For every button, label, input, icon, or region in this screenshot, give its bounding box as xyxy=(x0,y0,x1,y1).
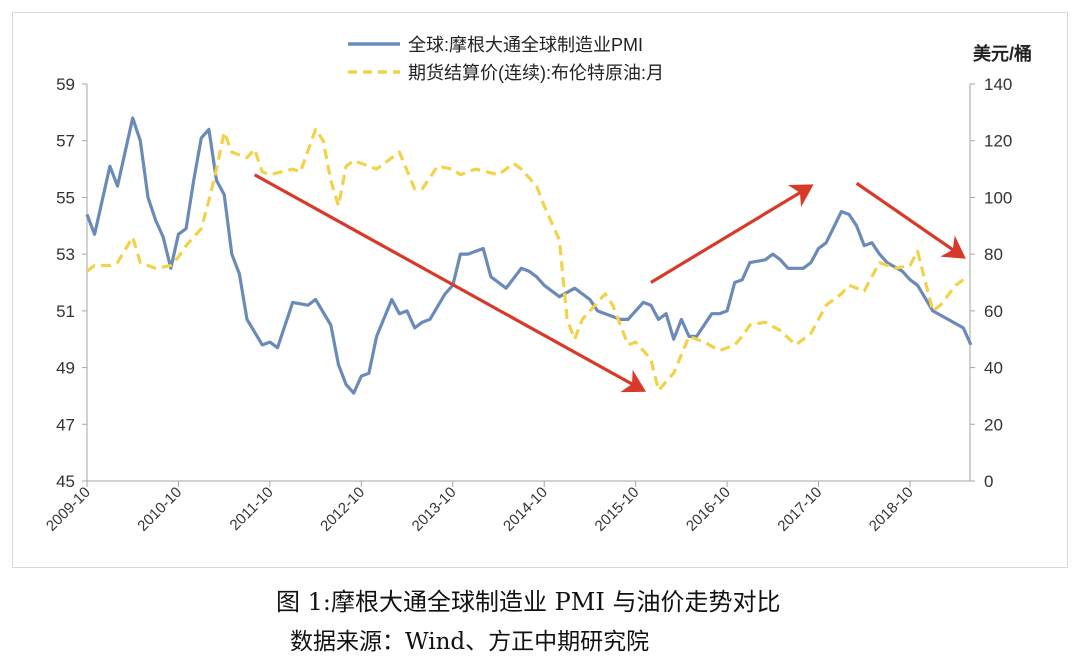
x-axis-tick-label: 2014-10 xyxy=(500,484,551,535)
x-axis-tick-label: 2018-10 xyxy=(866,484,917,535)
right-axis-tick-label: 0 xyxy=(984,472,993,491)
x-axis-tick-label: 2012-10 xyxy=(317,484,368,535)
right-axis-tick-label: 20 xyxy=(984,415,1003,434)
trend-arrow xyxy=(855,181,966,259)
brent-oil-series-line xyxy=(86,127,965,392)
left-axis-tick-label: 45 xyxy=(56,472,75,491)
legend-oil-label: 期货结算价(连续):布伦特原油:月 xyxy=(408,63,664,83)
figure-caption: 图 1:摩根大通全球制造业 PMI 与油价走势对比 xyxy=(276,588,781,616)
left-axis-tick-label: 59 xyxy=(56,75,75,94)
chart: 45 47 49 51 53 55 57 59 0 20 40 60 80 100 120 140 美元/桶 20… xyxy=(43,35,1032,535)
right-axis-tick-label: 100 xyxy=(984,188,1012,207)
left-axis-tick-label: 51 xyxy=(56,302,75,321)
left-axis-tick-label: 49 xyxy=(56,359,75,378)
trend-arrow xyxy=(650,184,814,284)
x-axis-tick-label: 2016-10 xyxy=(683,484,734,535)
x-axis-tick-label: 2009-10 xyxy=(43,484,94,535)
right-axis-tick-label: 60 xyxy=(984,302,1003,321)
x-axis-tick-label: 2015-10 xyxy=(592,484,643,535)
trend-arrow xyxy=(253,173,647,393)
legend-pmi-label: 全球:摩根大通全球制造业PMI xyxy=(408,35,643,55)
right-axis-title: 美元/桶 xyxy=(973,43,1032,64)
x-axis-tick-label: 2011-10 xyxy=(227,484,277,534)
left-axis-tick-label: 55 xyxy=(56,188,75,207)
right-axis-tick-label: 40 xyxy=(984,359,1003,378)
right-axis-tick-label: 120 xyxy=(984,132,1012,151)
x-axis-tick-label: 2013-10 xyxy=(409,484,460,535)
right-axis-tick-label: 140 xyxy=(984,75,1012,94)
right-axis-tick-label: 80 xyxy=(984,245,1003,264)
data-source: 数据来源：Wind、方正中期研究院 xyxy=(290,629,650,655)
x-axis-tick-label: 2017-10 xyxy=(774,484,825,535)
chart-frame xyxy=(12,12,1068,568)
left-axis-tick-label: 57 xyxy=(56,132,75,151)
left-axis-tick-label: 53 xyxy=(56,245,75,264)
x-axis-tick-label: 2010-10 xyxy=(134,484,185,535)
left-axis-tick-label: 47 xyxy=(56,415,75,434)
